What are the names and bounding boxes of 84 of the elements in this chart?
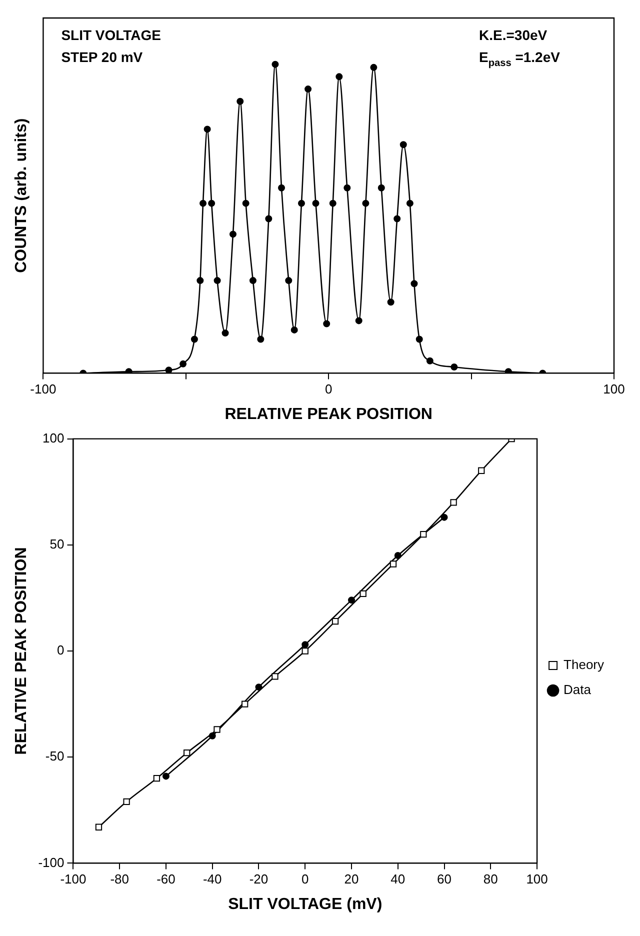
point	[278, 184, 286, 192]
point	[242, 200, 250, 207]
point	[229, 230, 236, 238]
y-tick-label: 100	[42, 430, 64, 446]
point	[290, 326, 298, 334]
text: SLIT VOLTAGE	[61, 27, 162, 43]
point	[323, 320, 330, 328]
point	[222, 330, 229, 337]
x-tick-label: 100	[526, 872, 548, 887]
x-tick-label: 60	[437, 872, 452, 887]
point	[272, 60, 279, 68]
x-tick-label: 40	[390, 872, 406, 887]
legend-label: Data	[564, 682, 592, 698]
point	[360, 590, 366, 598]
point	[378, 184, 385, 192]
x-tick-label: -20	[249, 872, 268, 887]
x-tick-label: -80	[110, 872, 129, 887]
point	[355, 317, 362, 324]
x-tick-label: -60	[156, 872, 176, 887]
point	[336, 73, 343, 80]
point	[162, 772, 170, 780]
point	[180, 360, 187, 368]
point	[440, 514, 448, 521]
x-tick-label: 0	[302, 872, 309, 887]
point	[204, 126, 211, 133]
point	[426, 357, 434, 364]
text: K.E.=30eV	[479, 27, 548, 43]
point	[236, 98, 244, 105]
point	[214, 277, 221, 284]
point	[478, 467, 485, 474]
point	[249, 277, 256, 284]
point	[450, 364, 458, 371]
point	[190, 336, 198, 343]
point	[184, 750, 190, 756]
point	[302, 648, 308, 654]
point	[400, 141, 407, 148]
point	[285, 277, 292, 284]
x-tick-label: 100	[603, 382, 625, 397]
point	[370, 64, 378, 71]
point	[504, 368, 512, 374]
point	[200, 200, 207, 207]
y-tick-label: -50	[45, 748, 64, 764]
point	[272, 673, 278, 680]
legend-label: Theory	[564, 657, 604, 672]
x-tick-label: 20	[344, 872, 359, 887]
point	[95, 824, 102, 830]
point	[302, 641, 309, 648]
point	[387, 298, 394, 306]
point	[304, 86, 312, 93]
point	[362, 200, 370, 207]
x-axis-title: RELATIVE PEAK POSITION	[224, 406, 432, 423]
point	[416, 336, 423, 343]
point	[298, 200, 305, 207]
point	[329, 200, 336, 207]
point	[406, 200, 414, 207]
y-tick-label: 50	[50, 536, 64, 552]
y-tick-label: 0	[56, 642, 64, 658]
point	[265, 215, 272, 222]
x-tick-label: 0	[324, 382, 332, 397]
point	[123, 798, 130, 805]
point	[410, 280, 418, 288]
point	[208, 200, 216, 207]
point	[165, 366, 172, 374]
point	[348, 596, 356, 604]
annotation: STEP 20 mV	[61, 49, 144, 65]
point	[312, 200, 320, 207]
point	[344, 184, 351, 192]
x-tick-label: 80	[483, 872, 498, 887]
x-tick-label: -100	[60, 872, 86, 887]
point	[214, 726, 220, 733]
x-tick-label: -40	[202, 872, 222, 887]
point	[257, 336, 264, 343]
point	[420, 530, 427, 538]
y-axis-title: COUNTS (arb. units)	[13, 118, 30, 273]
point	[242, 700, 248, 708]
y-axis-title: RELATIVE PEAK POSITION	[13, 547, 30, 755]
point	[390, 560, 397, 568]
y-tick-label: -100	[38, 854, 64, 870]
x-axis-title: SLIT VOLTAGE (mV)	[228, 896, 382, 913]
point	[332, 618, 339, 625]
point	[196, 277, 204, 284]
point	[394, 215, 401, 222]
point	[450, 499, 457, 506]
point	[153, 774, 160, 782]
